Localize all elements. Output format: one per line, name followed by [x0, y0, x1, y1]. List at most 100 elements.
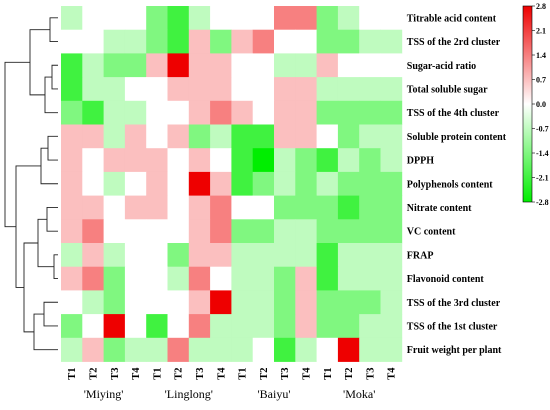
row-label: FRAP [407, 250, 434, 261]
heatmap-cell [231, 77, 254, 102]
group-labels: 'Miying' 'Linglong' 'Baiyu' 'Moka' [84, 387, 376, 401]
heatmap-cell [359, 337, 381, 362]
heatmap-cell [188, 195, 211, 220]
heatmap-cell [252, 243, 275, 268]
heatmap-cell [146, 100, 168, 125]
column-label: T2 [344, 368, 355, 380]
row-label: Sugar-acid ratio [407, 61, 476, 72]
heatmap-cell [124, 314, 147, 339]
heatmap-cell [124, 195, 147, 220]
heatmap-cell [274, 148, 296, 173]
row-label: DPPH [407, 156, 434, 167]
heatmap-cell [380, 6, 403, 31]
heatmap-cell [188, 100, 211, 125]
column-label: T1 [152, 368, 163, 380]
heatmap-cell [337, 266, 360, 291]
heatmap-cell [61, 337, 83, 362]
heatmap-cell [210, 195, 232, 220]
heatmap-cell [61, 171, 83, 196]
heatmap-cell [61, 195, 83, 220]
column-label: T4 [387, 367, 398, 380]
heatmap-cell [295, 243, 317, 268]
heatmap-cell [167, 148, 190, 173]
heatmap-cell [103, 243, 126, 268]
heatmap-cell [124, 266, 147, 291]
heatmap-cell [252, 337, 275, 362]
heatmap-cell [274, 337, 296, 362]
column-label: T1 [323, 368, 334, 380]
heatmap-cell [337, 100, 360, 125]
colorbar-tick-label: 2.1 [536, 27, 546, 36]
heatmap-cell [210, 53, 232, 78]
row-label: VC content [407, 227, 456, 238]
colorbar: 2.8 2.1 1.4 0.7 0.0 -0.7 -1.4 -2.1 -2.8 [522, 2, 549, 207]
heatmap-cell [103, 195, 126, 220]
heatmap-cell [103, 6, 126, 31]
heatmap-cell [167, 266, 190, 291]
heatmap-cell [231, 6, 254, 31]
heatmap-cell [337, 290, 360, 315]
heatmap-cell [316, 290, 339, 315]
heatmap-cell [82, 219, 104, 244]
heatmap-cell [124, 6, 147, 31]
heatmap-cell [82, 290, 104, 315]
heatmap-cell [316, 148, 339, 173]
heatmap-cell [337, 314, 360, 339]
heatmap-cell [252, 219, 275, 244]
heatmap-cell [359, 148, 381, 173]
column-label: T3 [195, 368, 206, 380]
heatmap-cell [146, 29, 168, 54]
dendrogram-branch [33, 313, 58, 351]
heatmap-cell [124, 77, 147, 102]
column-label: T3 [280, 368, 291, 380]
row-label: Soluble protein content [407, 132, 507, 143]
heatmap-cell [124, 337, 147, 362]
heatmap-cell [252, 195, 275, 220]
heatmap-cell [359, 100, 381, 125]
heatmap-cell [337, 171, 360, 196]
heatmap-cell [231, 100, 254, 125]
heatmap-cell [188, 148, 211, 173]
heatmap-cell [167, 77, 190, 102]
heatmap-cell [61, 29, 83, 54]
heatmap-cell [380, 171, 403, 196]
heatmap-cell [295, 148, 317, 173]
heatmap-cell [61, 314, 83, 339]
heatmap-cell [295, 337, 317, 362]
heatmap-cell [359, 6, 381, 31]
heatmap-cell [210, 171, 232, 196]
row-label: TSS of the 2rd cluster [407, 37, 501, 48]
heatmap-cell [359, 243, 381, 268]
row-label: Fruit weight per plant [407, 345, 502, 356]
heatmap-cell [316, 100, 339, 125]
heatmap-cell [146, 314, 168, 339]
heatmap-cell [359, 29, 381, 54]
heatmap-cell [337, 124, 360, 149]
heatmap-cell [380, 100, 403, 125]
heatmap-cell [295, 77, 317, 102]
dendrogram-branch [37, 218, 54, 268]
group-label: 'Baiyu' [258, 387, 291, 401]
heatmap-cell [103, 29, 126, 54]
dendrogram-branch [43, 301, 58, 327]
heatmap-cell [103, 337, 126, 362]
heatmap-cell [337, 148, 360, 173]
heatmap-cell [380, 337, 403, 362]
heatmap-cell [167, 100, 190, 125]
heatmap-cell [252, 29, 275, 54]
heatmap-cell [252, 124, 275, 149]
heatmap-cell [167, 53, 190, 78]
heatmap-cell [124, 290, 147, 315]
heatmap-cell [210, 266, 232, 291]
heatmap-cell [295, 29, 317, 54]
heatmap-cell [252, 171, 275, 196]
heatmap-cell [103, 219, 126, 244]
heatmap-cell [103, 290, 126, 315]
heatmap-cell [210, 219, 232, 244]
heatmap-cell [359, 53, 381, 78]
heatmap-cell [146, 290, 168, 315]
heatmap-cell [210, 100, 232, 125]
heatmap-cell [380, 195, 403, 220]
heatmap-cell [231, 124, 254, 149]
